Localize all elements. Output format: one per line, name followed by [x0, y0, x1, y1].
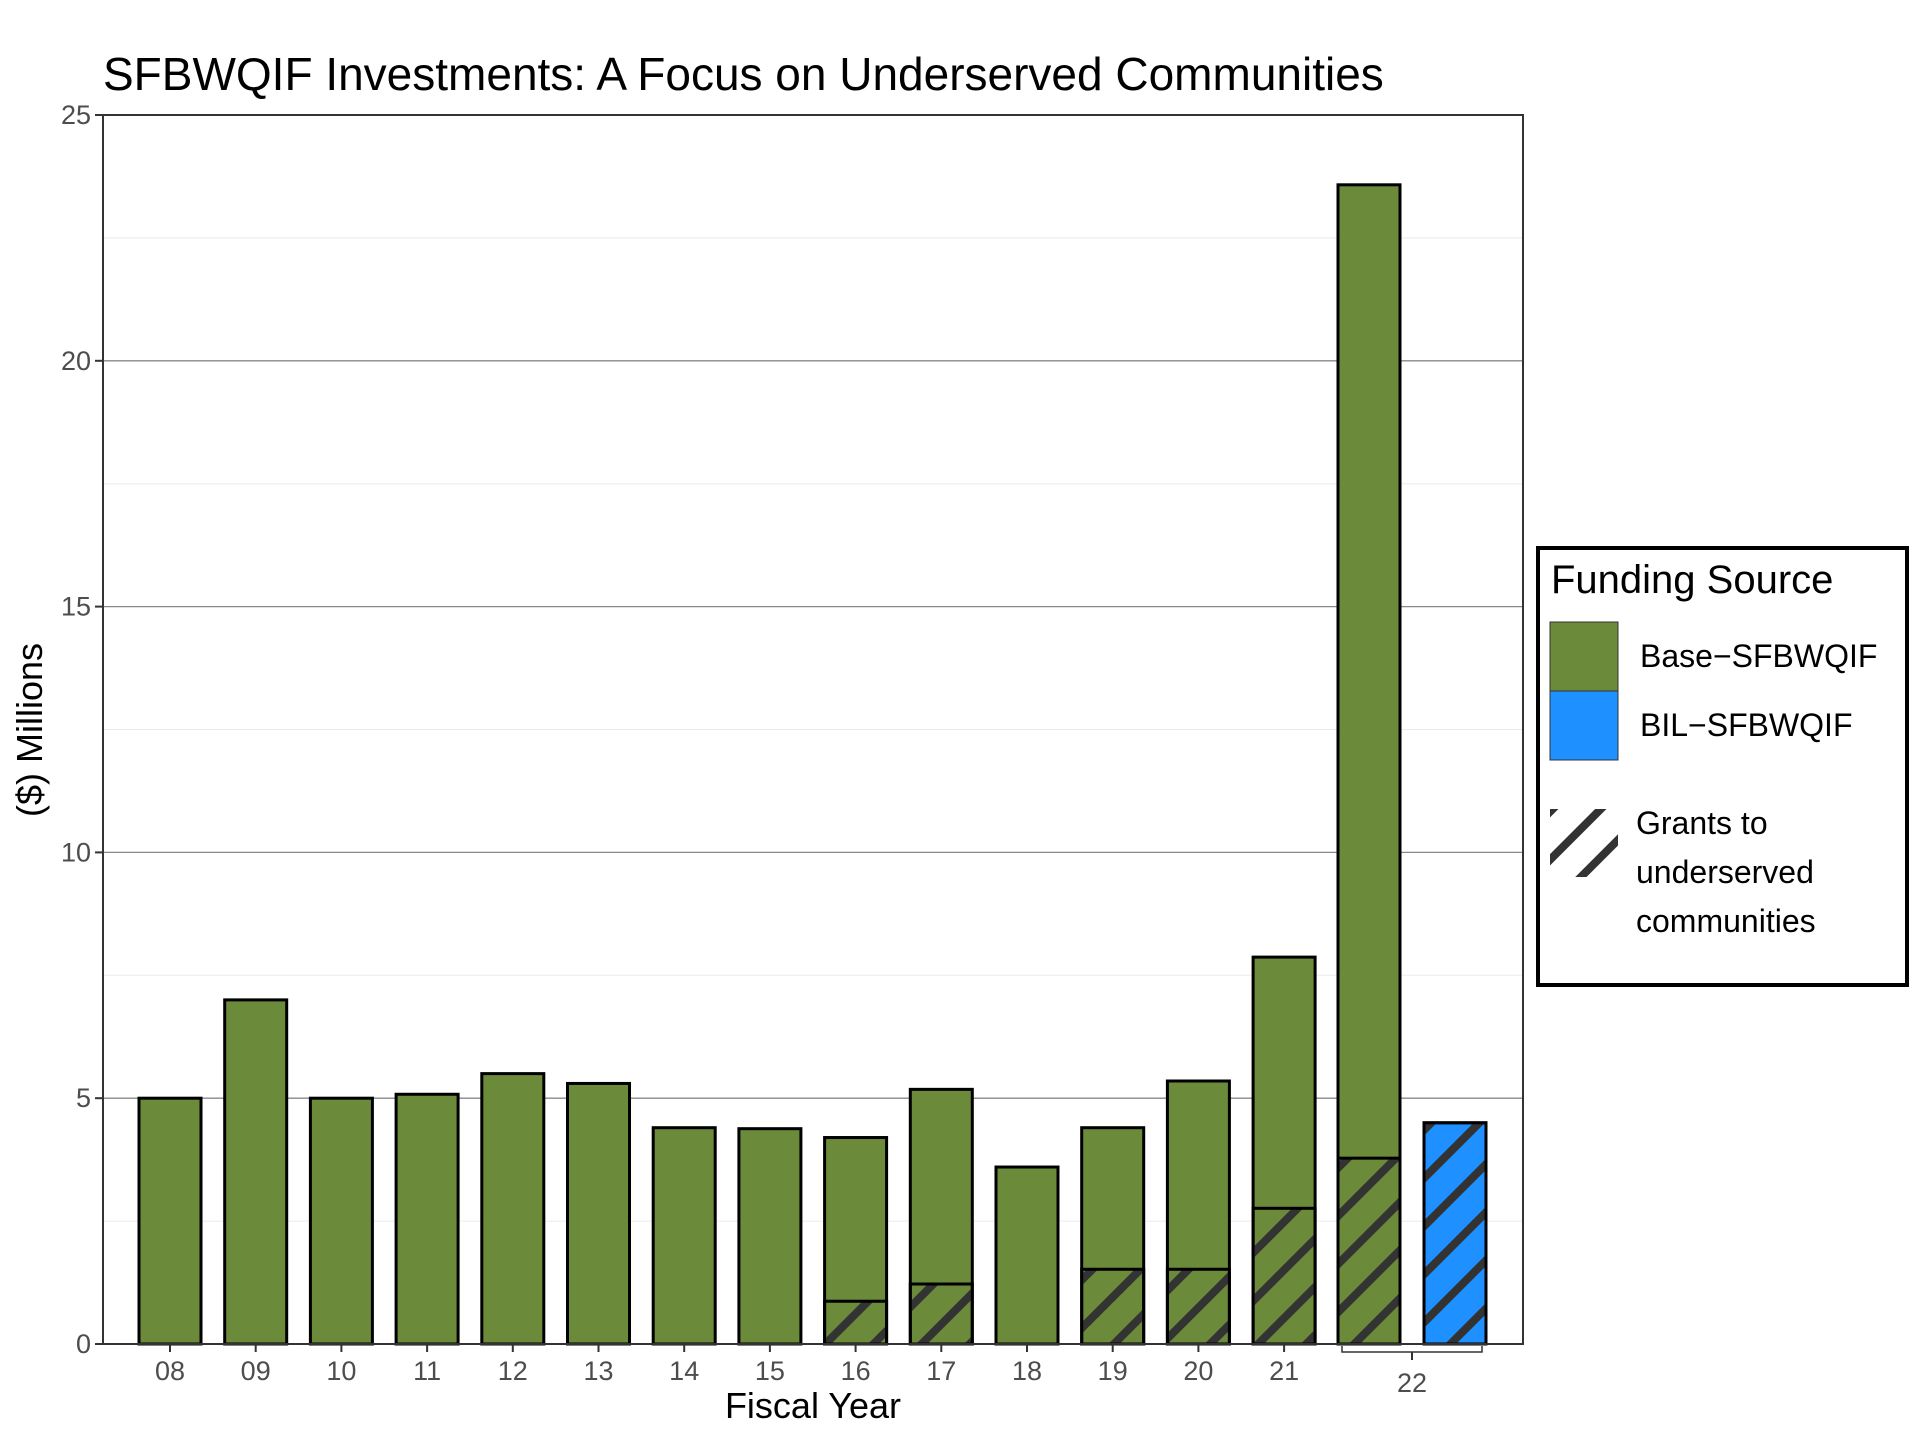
x-tick-label: 13: [583, 1356, 613, 1386]
x-tick-label: 12: [498, 1356, 528, 1386]
bar-hatch-grants: [1253, 1208, 1316, 1344]
x-tick-label: 09: [241, 1356, 271, 1386]
y-tick-label: 5: [76, 1083, 91, 1113]
legend-label-grants-1: Grants to: [1636, 805, 1768, 841]
x-axis: 08 09 10 11 12 13 14 15 16 17 18 19 20 21 22: [155, 1344, 1483, 1398]
bar-hatch-grants: [1338, 1158, 1400, 1344]
y-tick-label: 25: [61, 100, 91, 130]
y-tick-label: 0: [76, 1329, 91, 1359]
legend-swatch-bil: [1549, 690, 1619, 761]
x-tick-label: 20: [1183, 1356, 1213, 1386]
x-tick-label: 22: [1397, 1368, 1427, 1398]
bar: [566, 1081, 631, 1346]
x-tick-label: 21: [1269, 1356, 1299, 1386]
x-tick-label: 08: [155, 1356, 185, 1386]
y-axis-title: ($) Millions: [9, 643, 50, 817]
y-tick-label: 15: [61, 592, 91, 622]
legend-label-grants-3: communities: [1636, 903, 1816, 939]
bar: [480, 1072, 546, 1346]
plot-border: [102, 114, 1524, 1345]
bar: [223, 998, 289, 1346]
bar-hatch-grants: [1081, 1269, 1144, 1344]
bar: [394, 1092, 460, 1346]
x-tick-label: 14: [669, 1356, 699, 1386]
legend-swatch-base: [1549, 621, 1619, 692]
bar: [308, 1096, 374, 1346]
x-group-bracket: [1341, 1346, 1483, 1353]
bar: [1336, 183, 1402, 1346]
x-axis-title: Fiscal Year: [725, 1385, 901, 1426]
legend-label-base: Base−SFBWQIF: [1640, 638, 1877, 674]
y-tick-label: 20: [61, 346, 91, 376]
y-axis: 0 5 10 15 20 25: [61, 100, 103, 1359]
x-tick-label: 19: [1098, 1356, 1128, 1386]
bar-hatch-grants: [910, 1284, 973, 1344]
x-tick-label: 18: [1012, 1356, 1042, 1386]
legend-title: Funding Source: [1551, 558, 1833, 602]
bar-hatch-grants: [1424, 1122, 1486, 1344]
bar: [737, 1127, 803, 1346]
bar: [651, 1126, 717, 1346]
x-tick-label: 11: [413, 1356, 441, 1386]
legend-swatch-hatch-pattern: [1550, 809, 1618, 877]
bar-hatch-grants: [1167, 1269, 1230, 1344]
legend: Funding Source Base−SFBWQIF BIL−SFBWQIF …: [1536, 546, 1909, 987]
x-tick-label: 16: [841, 1356, 871, 1386]
bars: [137, 183, 1488, 1346]
y-tick-label: 10: [61, 837, 91, 867]
legend-label-grants-2: underserved: [1636, 854, 1814, 890]
x-tick-label: 17: [926, 1356, 956, 1386]
bar-hatch-grants: [824, 1301, 887, 1344]
chart-title: SFBWQIF Investments: A Focus on Underser…: [103, 48, 1384, 100]
x-tick-label: 10: [326, 1356, 356, 1386]
bar: [137, 1096, 203, 1346]
x-tick-label: 15: [755, 1356, 785, 1386]
legend-label-bil: BIL−SFBWQIF: [1640, 707, 1852, 743]
bar: [994, 1165, 1060, 1346]
legend-box: [1536, 546, 1909, 987]
